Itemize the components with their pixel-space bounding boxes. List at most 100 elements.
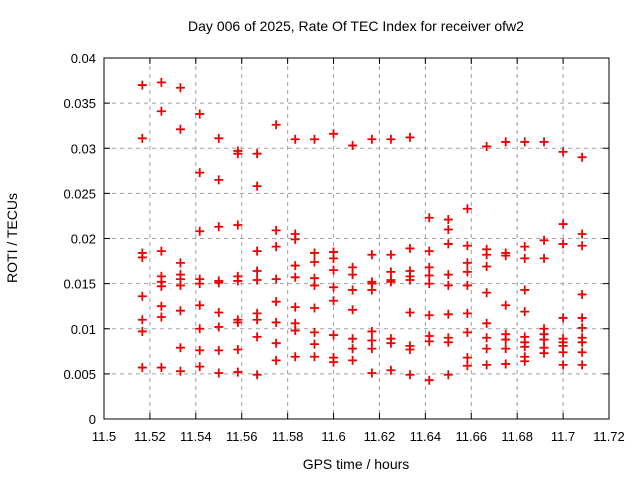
data-point-marker	[195, 324, 205, 334]
data-point-marker	[482, 288, 492, 298]
data-point-marker	[482, 141, 492, 151]
data-point-marker	[539, 137, 549, 147]
data-point-marker	[214, 175, 224, 185]
data-point-marker	[539, 348, 549, 358]
data-point-marker	[462, 353, 472, 363]
data-point-marker	[348, 285, 358, 295]
data-point-marker	[558, 219, 568, 229]
data-point-marker	[462, 308, 472, 318]
data-point-marker	[252, 275, 262, 285]
data-point-marker	[558, 147, 568, 157]
data-point-marker	[520, 137, 530, 147]
x-tick-label: 11.7	[551, 429, 575, 444]
data-point-marker	[539, 253, 549, 263]
data-point-marker	[520, 242, 530, 252]
data-point-marker	[405, 345, 415, 355]
data-point-marker	[137, 363, 147, 373]
data-point-marker	[290, 261, 300, 271]
data-point-marker	[309, 248, 319, 258]
data-point-marker	[443, 270, 453, 280]
data-point-marker	[462, 241, 472, 251]
data-point-marker	[329, 253, 339, 263]
data-point-marker	[558, 313, 568, 323]
data-point-marker	[367, 285, 377, 295]
data-point-marker	[309, 352, 319, 362]
data-point-marker	[501, 251, 511, 261]
data-point-marker	[175, 124, 185, 134]
data-point-marker	[137, 291, 147, 301]
data-point-marker	[271, 225, 281, 235]
data-point-marker	[214, 278, 224, 288]
data-point-marker	[271, 338, 281, 348]
data-point-marker	[405, 308, 415, 318]
data-point-marker	[462, 280, 472, 290]
data-point-marker	[462, 327, 472, 337]
data-point-marker	[329, 296, 339, 306]
data-point-marker	[156, 106, 166, 116]
data-point-marker	[233, 317, 243, 327]
data-point-marker	[424, 213, 434, 223]
data-point-marker	[577, 360, 587, 370]
data-point-marker	[137, 80, 147, 90]
data-point-marker	[367, 344, 377, 354]
data-point-marker	[367, 335, 377, 345]
data-point-marker	[214, 322, 224, 332]
data-point-marker	[462, 204, 472, 214]
y-tick-label: 0.03	[71, 141, 96, 156]
data-point-marker	[195, 345, 205, 355]
data-point-marker	[309, 327, 319, 337]
x-tick-label: 11.5	[92, 429, 116, 444]
data-point-marker	[558, 347, 568, 357]
x-tick-label: 11.62	[364, 429, 396, 444]
data-point-marker	[443, 215, 453, 225]
data-point-marker	[443, 309, 453, 319]
data-point-marker	[252, 266, 262, 276]
data-point-marker	[386, 277, 396, 287]
data-point-marker	[424, 310, 434, 320]
data-point-marker	[214, 133, 224, 143]
data-point-marker	[577, 241, 587, 251]
data-point-marker	[329, 282, 339, 292]
data-point-marker	[309, 339, 319, 349]
data-point-marker	[290, 234, 300, 244]
x-tick-label: 11.68	[501, 429, 533, 444]
data-point-marker	[252, 370, 262, 380]
data-point-marker	[386, 250, 396, 260]
data-point-marker	[271, 120, 281, 130]
data-point-marker	[195, 362, 205, 372]
data-point-marker	[482, 344, 492, 354]
data-point-marker	[271, 297, 281, 307]
data-point-marker	[233, 345, 243, 355]
data-point-marker	[443, 224, 453, 234]
y-tick-label: 0.01	[71, 322, 96, 337]
data-point-marker	[137, 315, 147, 325]
data-point-marker	[482, 333, 492, 343]
y-tick-label: 0.035	[63, 96, 96, 111]
data-point-marker	[156, 312, 166, 322]
data-point-marker	[271, 317, 281, 327]
data-point-marker	[520, 253, 530, 263]
data-point-marker	[501, 137, 511, 147]
data-point-marker	[252, 332, 262, 342]
data-point-marker	[462, 258, 472, 268]
data-point-marker	[175, 258, 185, 268]
data-point-marker	[520, 285, 530, 295]
data-point-marker	[156, 281, 166, 291]
data-point-marker	[348, 355, 358, 365]
x-tick-label: 11.6	[321, 429, 345, 444]
plot-border-and-ticks	[103, 57, 610, 420]
data-point-marker	[233, 149, 243, 159]
data-point-marker	[462, 361, 472, 371]
data-point-marker	[348, 305, 358, 315]
data-point-marker	[233, 220, 243, 230]
data-point-marker	[214, 368, 224, 378]
data-point-marker	[233, 367, 243, 377]
data-point-marker	[482, 250, 492, 260]
data-point-marker	[309, 134, 319, 144]
data-point-marker	[175, 366, 185, 376]
data-point-marker	[539, 235, 549, 245]
data-point-marker	[424, 262, 434, 272]
data-point-marker	[348, 334, 358, 344]
data-point-marker	[175, 83, 185, 93]
